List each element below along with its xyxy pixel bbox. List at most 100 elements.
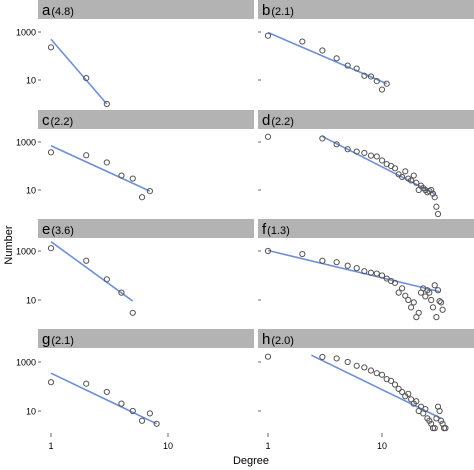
data-point [367, 73, 375, 80]
data-point [408, 177, 415, 184]
y-tick-label: 1000 [16, 138, 36, 148]
data-point [433, 415, 440, 422]
panel-exponent-a: (4.8) [51, 6, 74, 18]
panel-title-f: f(1.3) [262, 221, 290, 238]
data-point [118, 172, 125, 179]
data-point [353, 265, 360, 272]
data-point [264, 32, 272, 39]
strip-e [38, 219, 254, 238]
y-tick-label: 10 [26, 407, 36, 417]
data-point [422, 293, 429, 300]
strip-b [258, 0, 474, 19]
data-point [429, 190, 437, 197]
fit-line-d [322, 135, 436, 195]
x-tick-label: 10 [377, 441, 387, 451]
data-point [47, 149, 55, 156]
data-point [398, 285, 406, 292]
data-point [47, 379, 55, 386]
data-point [129, 175, 136, 182]
data-point [367, 269, 375, 276]
panel-title-d: d(2.2) [262, 112, 294, 129]
data-point [319, 135, 326, 142]
panel-exponent-g: (2.1) [51, 335, 74, 347]
data-point [344, 146, 351, 153]
fit-line-b [267, 31, 388, 85]
panel-h: h(2.0) 1 10 [258, 329, 474, 451]
fit-line-a [50, 38, 108, 105]
data-point [146, 410, 153, 417]
data-point [428, 296, 435, 304]
fit-line-c [50, 144, 151, 192]
data-point [344, 358, 351, 366]
data-point [319, 47, 326, 54]
fit-line-e [50, 241, 134, 302]
data-point [436, 407, 443, 415]
data-point [387, 377, 395, 384]
data-point [391, 279, 399, 286]
y-tick-label: 10 [26, 76, 36, 86]
data-point [410, 299, 417, 306]
data-point [408, 304, 415, 311]
data-point [361, 268, 368, 275]
panel-letter-f: f [262, 221, 267, 238]
data-point [395, 289, 402, 296]
data-point [373, 153, 380, 160]
data-point [138, 194, 146, 201]
data-point [431, 282, 438, 289]
data-point [436, 298, 443, 305]
data-point [83, 257, 90, 264]
data-point [264, 133, 272, 140]
data-point [426, 417, 433, 424]
panel-letter-c: c [42, 112, 50, 129]
data-point [378, 86, 386, 93]
strip-f [258, 219, 474, 238]
data-point [47, 44, 55, 51]
strip-h [258, 329, 474, 348]
data-point [378, 371, 386, 378]
panel-g: g(2.1) 10 1000 1 10 [16, 329, 254, 451]
x-axis-label: Degree [233, 455, 269, 467]
panel-title-h: h(2.0) [262, 331, 294, 348]
fit-line-g [50, 372, 158, 425]
data-point [442, 425, 449, 432]
data-point [398, 388, 406, 396]
x-tick-label: 1 [48, 441, 53, 451]
data-point [428, 186, 435, 194]
data-point [118, 400, 125, 407]
data-point [333, 55, 340, 62]
data-point [103, 100, 110, 108]
fit-line-h [310, 354, 442, 420]
panel-d: d(2.2) [258, 110, 474, 218]
data-point [405, 296, 412, 304]
data-point [47, 245, 55, 252]
panel-a: a(4.8) 10 1000 [16, 0, 254, 108]
data-point [299, 250, 306, 258]
data-point [103, 388, 110, 396]
panel-letter-h: h [262, 331, 270, 348]
data-point [353, 362, 360, 369]
panel-letter-e: e [42, 221, 50, 238]
data-point [373, 370, 380, 377]
panel-exponent-e: (3.6) [51, 225, 74, 237]
y-tick-label: 1000 [16, 28, 36, 38]
data-point [413, 398, 420, 405]
data-point [373, 270, 380, 277]
data-point [408, 396, 415, 403]
data-point [319, 257, 326, 264]
data-point [344, 262, 351, 269]
x-tick-label: 10 [163, 441, 173, 451]
y-tick-label: 1000 [16, 247, 36, 257]
data-point [426, 289, 433, 296]
data-point [153, 420, 160, 427]
data-point [333, 141, 340, 148]
panel-title-a: a(4.8) [42, 2, 74, 19]
data-point [367, 152, 375, 159]
data-point [391, 381, 399, 388]
data-point [83, 152, 90, 159]
data-point [439, 306, 446, 313]
panel-letter-a: a [42, 2, 51, 19]
strip-g [38, 329, 254, 348]
data-point [361, 364, 368, 371]
data-point [431, 194, 438, 201]
